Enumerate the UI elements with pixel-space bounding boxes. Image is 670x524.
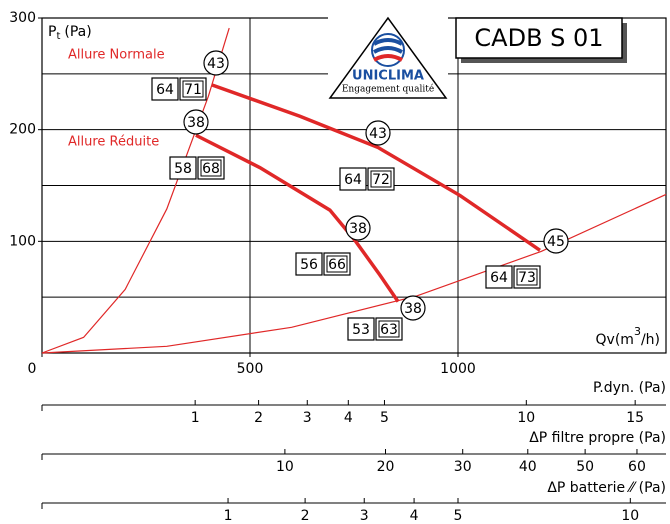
aux-tick-label: 4 — [410, 508, 419, 524]
aux-axis-label: ΔP filtre propre (Pa) — [529, 430, 666, 446]
box-label: 64 — [344, 172, 362, 188]
box-inner — [200, 159, 222, 177]
x-label-sup: 3 — [634, 325, 641, 338]
box — [513, 265, 541, 289]
x-label-main: Qv(m — [596, 332, 634, 348]
x-tick-label: 500 — [237, 361, 264, 377]
box-label: 56 — [300, 257, 318, 273]
aux-axis-label: ΔP batterie ⁄⁄ (Pa) — [547, 480, 666, 496]
box — [151, 77, 179, 101]
point-label: 38 — [349, 221, 367, 237]
point-label: 38 — [404, 301, 422, 317]
logo-tagline: Engagement qualité — [342, 84, 434, 95]
y-axis-label: Pt (Pa) — [48, 24, 92, 42]
y-tick-label: 300 — [9, 10, 36, 26]
box — [169, 156, 197, 180]
box — [295, 252, 323, 276]
x-axis-label: Qv(m3/h) — [596, 325, 660, 348]
logo-name: UNICLIMA — [352, 69, 424, 84]
series-label: Allure Normale — [68, 48, 165, 63]
title-box — [455, 17, 623, 59]
point-marker — [543, 228, 569, 254]
box-inner — [326, 255, 348, 273]
box — [323, 252, 351, 276]
box-label: 66 — [328, 257, 346, 273]
x-tick-label: 0 — [28, 361, 37, 377]
box-label: 53 — [352, 322, 370, 338]
aux-tick-label: 3 — [303, 410, 312, 426]
logo: UNICLIMA Engagement qualité — [328, 16, 448, 102]
y-tick-label: 200 — [9, 122, 36, 138]
x-label-end: /h) — [641, 332, 660, 348]
aux-axis-label: P.dyn. (Pa) — [593, 380, 666, 396]
aux-tick-label: 15 — [626, 410, 644, 426]
box — [347, 317, 375, 341]
y-label-unit: (Pa) — [64, 24, 91, 40]
point-marker — [345, 215, 371, 241]
box-inner — [516, 268, 538, 286]
box — [485, 265, 513, 289]
series-line — [211, 83, 541, 252]
point-label: 43 — [207, 56, 225, 72]
aux-tick-label: 60 — [628, 459, 646, 475]
box — [375, 317, 403, 341]
aux-tick-label: 5 — [454, 508, 463, 524]
box-label: 72 — [372, 172, 390, 188]
box — [367, 167, 395, 191]
box — [179, 77, 207, 101]
box-label: 73 — [518, 270, 536, 286]
point-label: 43 — [369, 126, 387, 142]
box-label: 71 — [184, 82, 202, 98]
aux-tick-label: 4 — [344, 410, 353, 426]
point-label: 45 — [547, 234, 565, 250]
y-label-main: P — [48, 24, 56, 40]
aux-tick-label: 5 — [380, 410, 389, 426]
box-label: 63 — [380, 322, 398, 338]
series-label: Allure Réduite — [68, 135, 159, 150]
chart-title: CADB S 01 — [474, 24, 603, 52]
point-marker — [365, 120, 391, 146]
box-label: 58 — [174, 161, 192, 177]
aux-tick-label: 3 — [360, 508, 369, 524]
series-line — [195, 133, 400, 303]
system-curve — [41, 27, 230, 354]
box — [197, 156, 225, 180]
aux-tick-label: 10 — [517, 410, 535, 426]
box — [339, 167, 367, 191]
x-tick-label: 1000 — [440, 361, 476, 377]
aux-tick-label: 50 — [576, 459, 594, 475]
box-inner — [378, 320, 400, 338]
aux-tick-label: 1 — [224, 508, 233, 524]
aux-tick-label: 2 — [301, 508, 310, 524]
logo-waves — [373, 38, 403, 54]
aux-tick-label: 2 — [254, 410, 263, 426]
point-marker — [183, 109, 209, 135]
logo-wave-red — [373, 54, 403, 62]
aux-tick-label: 20 — [377, 459, 395, 475]
aux-tick-label: 1 — [191, 410, 200, 426]
box-inner — [182, 80, 204, 98]
box-label: 64 — [490, 270, 508, 286]
point-label: 38 — [187, 115, 205, 131]
point-marker — [400, 295, 426, 321]
aux-tick-label: 10 — [621, 508, 639, 524]
aux-tick-label: 40 — [519, 459, 537, 475]
box-label: 64 — [156, 82, 174, 98]
box-inner — [370, 170, 392, 188]
aux-tick-label: 30 — [454, 459, 472, 475]
y-label-sub: t — [56, 31, 60, 42]
box-label: 68 — [202, 161, 220, 177]
point-marker — [203, 50, 229, 76]
aux-tick-label: 10 — [276, 459, 294, 475]
y-tick-label: 100 — [9, 233, 36, 249]
